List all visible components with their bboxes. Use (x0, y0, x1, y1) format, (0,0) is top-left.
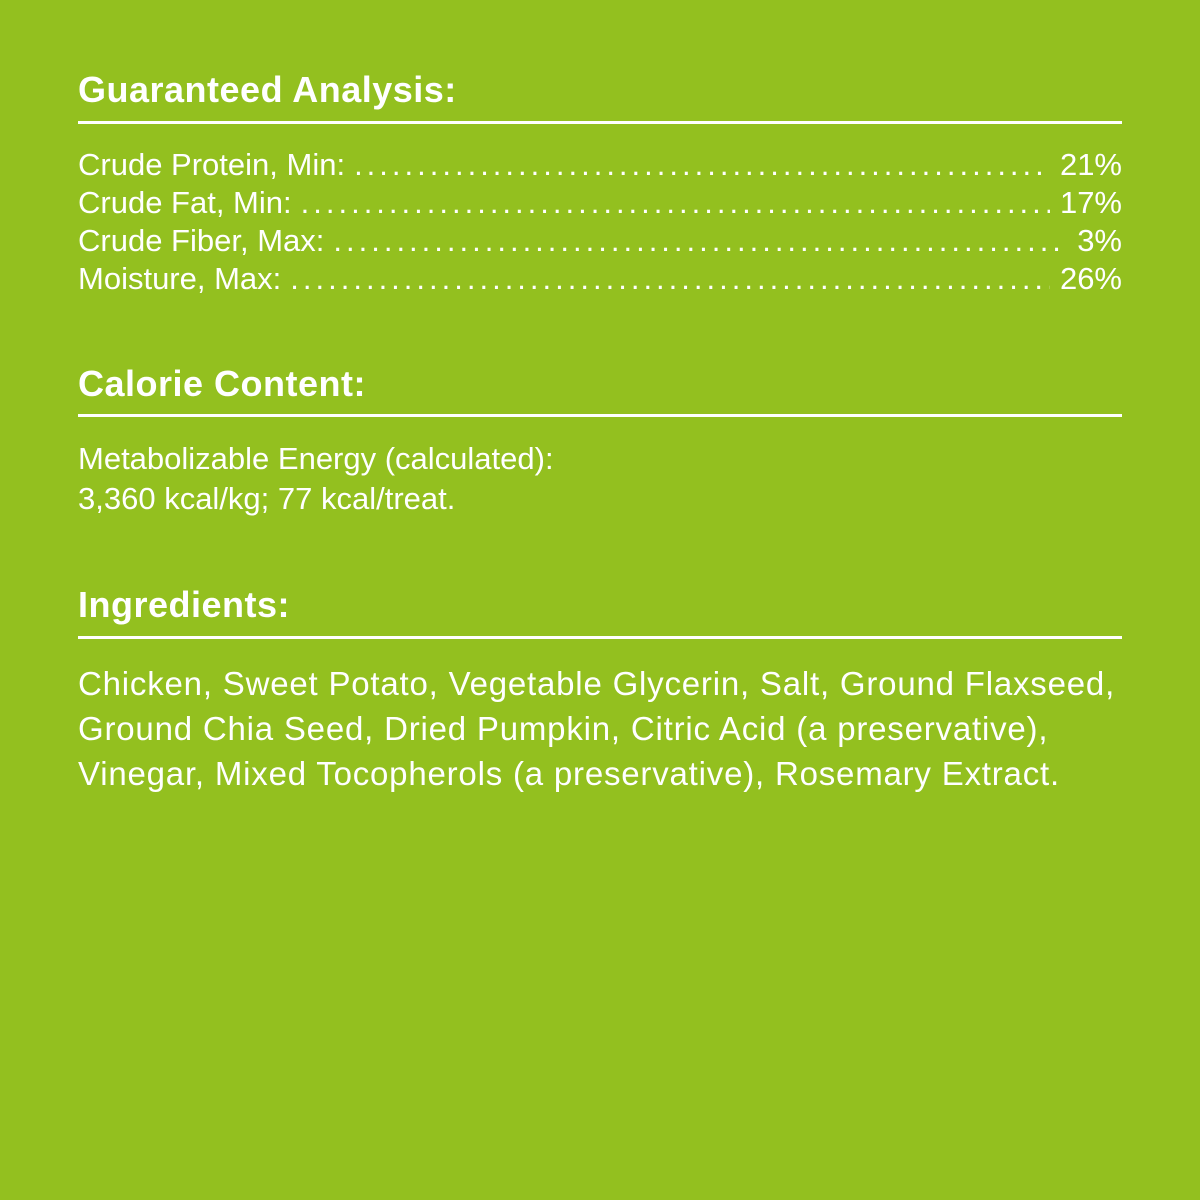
analysis-row-label: Crude Protein, Min: (78, 146, 346, 182)
analysis-row-value: 17% (1059, 184, 1122, 220)
section-divider (78, 635, 1122, 639)
analysis-row: Crude Protein, Min: ....................… (78, 146, 1122, 184)
analysis-row-value: 21% (1059, 146, 1122, 182)
dot-leader: ........................................… (300, 184, 1050, 220)
analysis-row: Crude Fat, Min: ........................… (78, 184, 1122, 222)
ingredients-section: Ingredients: Chicken, Sweet Potato, Vege… (78, 585, 1122, 796)
calorie-content-title: Calorie Content: (78, 362, 367, 404)
dot-leader: ........................................… (290, 260, 1050, 296)
analysis-row-value: 3% (1077, 222, 1122, 258)
dot-leader: ........................................… (354, 146, 1050, 182)
metabolizable-energy-line: Metabolizable Energy (calculated): (78, 441, 554, 477)
calorie-content-section: Calorie Content: Metabolizable Energy (c… (78, 362, 1122, 520)
ingredients-list-text: Chicken, Sweet Potato, Vegetable Glyceri… (78, 664, 1116, 792)
calorie-content-text: Metabolizable Energy (calculated): 3,360… (78, 439, 1122, 519)
guaranteed-analysis-title: Guaranteed Analysis: (78, 69, 457, 110)
analysis-row-label: Crude Fiber, Max: (78, 222, 325, 258)
kcal-values-line: 3,360 kcal/kg; 77 kcal/treat. (78, 481, 456, 517)
analysis-row-value: 26% (1059, 260, 1122, 296)
ingredients-title: Ingredients: (78, 584, 291, 626)
analysis-row-label: Moisture, Max: (78, 260, 282, 296)
guaranteed-analysis-rows: Crude Protein, Min: ....................… (78, 146, 1122, 298)
guaranteed-analysis-section: Guaranteed Analysis: Crude Protein, Min:… (78, 70, 1122, 298)
section-divider (78, 120, 1122, 124)
dot-leader: ........................................… (333, 222, 1067, 258)
analysis-row: Crude Fiber, Max: ......................… (78, 222, 1122, 260)
analysis-row-label: Crude Fat, Min: (78, 184, 292, 220)
analysis-row: Moisture, Max: .........................… (78, 260, 1122, 298)
section-divider (78, 414, 1122, 418)
